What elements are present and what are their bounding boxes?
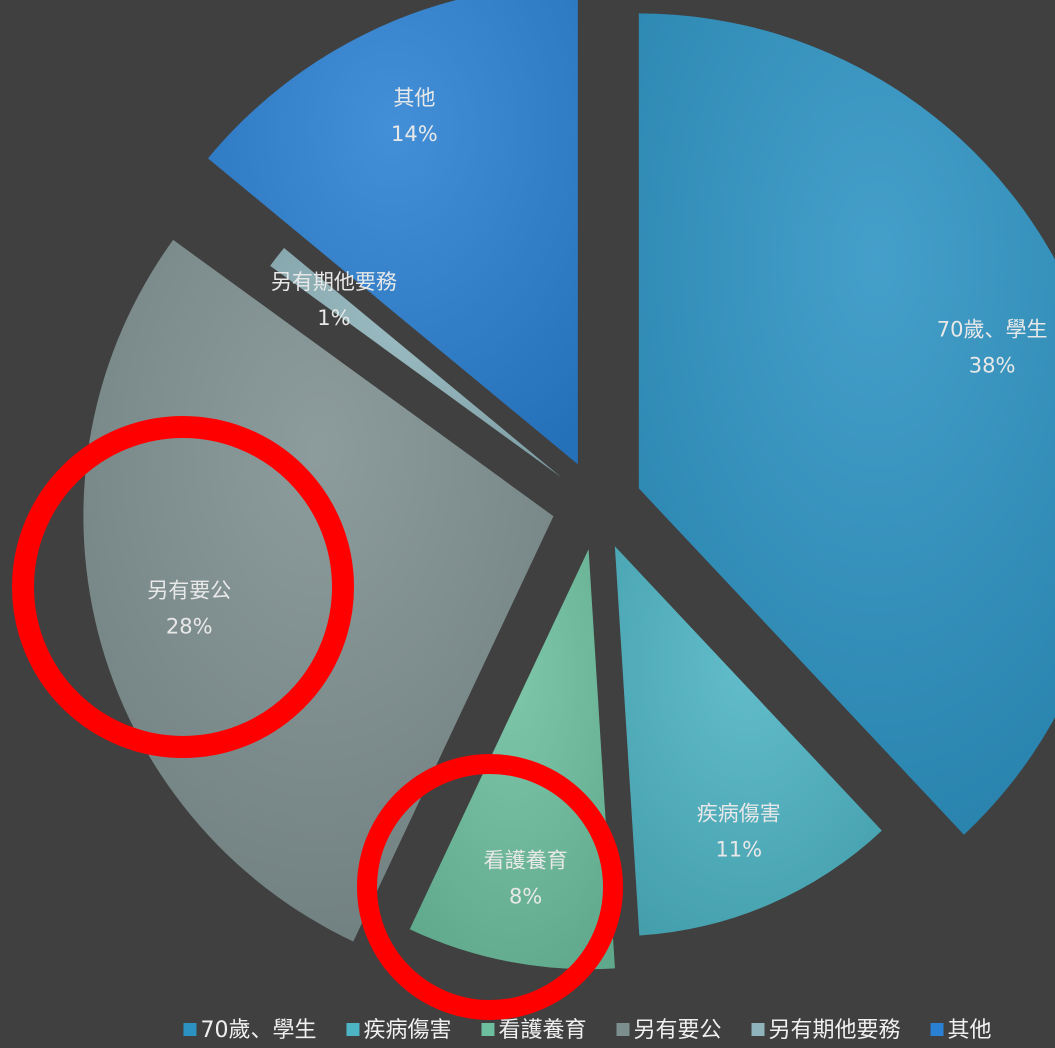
slice-label: 另有要公 xyxy=(147,579,231,603)
legend-label: 疾病傷害 xyxy=(363,1018,451,1043)
legend-item: 疾病傷害 xyxy=(346,1018,451,1043)
slice-label: 另有期他要務 xyxy=(271,270,397,294)
slice-label: 看護養育 xyxy=(484,848,568,872)
slice-label: 70歲、學生 xyxy=(937,318,1048,342)
slice-shade xyxy=(83,239,554,942)
legend-label: 看護養育 xyxy=(498,1018,586,1043)
legend-label: 其他 xyxy=(948,1018,992,1043)
slice-label: 其他 xyxy=(393,86,435,110)
slice-value-label: 38% xyxy=(969,354,1016,378)
legend-item: 其他 xyxy=(930,1018,992,1043)
legend-swatch xyxy=(751,1023,765,1036)
legend-item: 70歲、學生 xyxy=(183,1018,316,1043)
slice-shade xyxy=(638,13,1055,835)
legend-label: 另有期他要務 xyxy=(769,1018,901,1043)
legend-swatch xyxy=(930,1023,944,1036)
highlight-circle xyxy=(357,754,623,1020)
slice-shade xyxy=(270,247,562,478)
legend-swatch xyxy=(346,1023,360,1036)
legend-swatch xyxy=(183,1023,197,1036)
legend-label: 70歲、學生 xyxy=(200,1018,316,1043)
slice-label: 疾病傷害 xyxy=(697,802,781,826)
legend-item: 看護養育 xyxy=(481,1018,586,1043)
slice-shade xyxy=(207,0,578,465)
legend-swatch xyxy=(481,1023,495,1036)
legend-item: 另有期他要務 xyxy=(751,1018,901,1043)
slice-value-label: 8% xyxy=(509,884,542,908)
slice-value-label: 28% xyxy=(166,615,213,639)
legend-item: 另有要公 xyxy=(616,1018,722,1043)
slice-value-label: 1% xyxy=(317,306,350,330)
legend-label: 另有要公 xyxy=(633,1018,721,1043)
slice-value-label: 14% xyxy=(391,122,438,146)
slice-shade xyxy=(614,546,882,936)
legend-swatch xyxy=(616,1023,630,1036)
highlight-circle xyxy=(12,416,354,758)
slice-value-label: 11% xyxy=(715,838,762,862)
